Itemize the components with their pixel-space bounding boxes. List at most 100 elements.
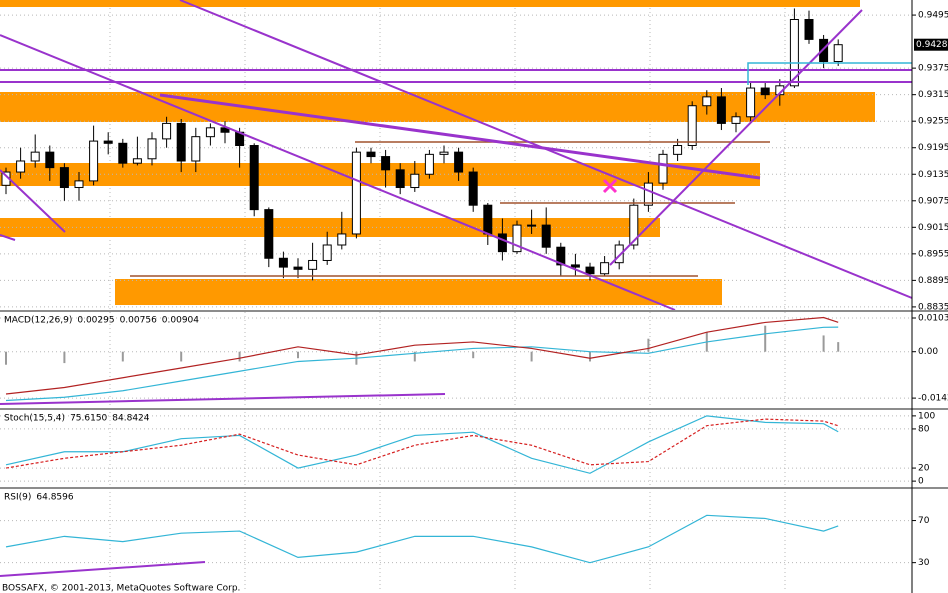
candle-body <box>541 224 551 248</box>
zone <box>115 279 722 305</box>
indicator-readout: 0.00904 <box>162 316 199 326</box>
candle-body <box>760 87 770 96</box>
last-price-box <box>914 38 948 51</box>
separator <box>0 487 948 489</box>
drawings <box>0 0 913 577</box>
marker <box>602 178 618 194</box>
support-zones <box>0 0 875 305</box>
candle-body <box>614 244 624 264</box>
candle-body <box>716 96 726 124</box>
indicator-line <box>5 514 839 564</box>
y-tick-label: 0.8835 <box>918 302 948 312</box>
candle-body <box>497 233 507 253</box>
y-tick-label: 0.9195 <box>918 143 948 153</box>
indicator-name: MACD(12,26,9) <box>4 316 72 326</box>
last-price-label: 0.9428 <box>916 40 948 50</box>
y-tick-label: 20 <box>918 464 930 474</box>
candle-body <box>293 266 303 270</box>
indicator-readout: 0.00295 <box>77 316 114 326</box>
indicator-line <box>5 326 839 402</box>
indicator-name: Stoch(15,5,4) <box>4 414 65 424</box>
candle-body <box>439 151 449 155</box>
trend-line <box>0 34 676 311</box>
y-tick-label: 0.00 <box>918 347 938 357</box>
candle-body <box>600 262 610 275</box>
candle-body <box>731 116 741 124</box>
candle-body <box>264 209 274 259</box>
indicator-readout: 0.00756 <box>120 316 157 326</box>
candle-body <box>789 18 799 87</box>
candle-body <box>629 204 639 246</box>
candle-body <box>570 264 580 268</box>
candle-body <box>351 151 361 235</box>
candle-body <box>103 140 113 144</box>
candle-body <box>468 171 478 206</box>
candle-body <box>381 156 391 171</box>
y-tick-label: 0 <box>918 477 924 487</box>
y-tick-label: 0.9075 <box>918 196 948 206</box>
candle-body <box>337 233 347 246</box>
candle-body <box>132 158 142 164</box>
candle-body <box>278 257 288 268</box>
candle-body <box>147 138 157 160</box>
candle-body <box>45 151 55 169</box>
y-tick-label: 100 <box>918 411 935 421</box>
cyan-line <box>747 62 912 85</box>
footer: BOSSAFX, © 2001-2013, MetaQuotes Softwar… <box>2 584 240 593</box>
candle-body <box>673 145 683 155</box>
rsi-trend-line <box>0 561 206 577</box>
candle-body <box>176 122 186 162</box>
zone <box>0 0 860 7</box>
trend-line <box>609 9 863 266</box>
y-tick-label: 0.9315 <box>918 90 948 100</box>
candle-body <box>118 142 128 164</box>
candle-body <box>746 87 756 118</box>
indicator-line <box>5 418 839 469</box>
candle-body <box>59 167 69 189</box>
trend-line <box>0 234 16 241</box>
candle-body <box>585 266 595 275</box>
y-tick-label: 0.8895 <box>918 276 948 286</box>
candle-body <box>687 105 697 147</box>
candle-body <box>454 151 464 173</box>
y-tick-label: -0.01426 <box>918 394 948 404</box>
chart-layer <box>0 8 912 564</box>
candle-body <box>162 122 172 140</box>
indicator-name: RSI(9) <box>4 493 31 503</box>
macd-trend-line <box>0 393 446 405</box>
y-tick-label: 30 <box>918 558 930 568</box>
candle-body <box>819 38 829 63</box>
candle-body <box>702 96 712 107</box>
candle-body <box>205 127 215 138</box>
candle-body <box>89 140 99 182</box>
indicator-readout: 84.8424 <box>112 414 149 424</box>
separator <box>0 310 948 312</box>
y-tick-label: 0.9015 <box>918 223 948 233</box>
zone <box>0 218 660 237</box>
candle-body <box>833 44 843 63</box>
candle-body <box>191 136 201 162</box>
trend-line <box>0 169 66 233</box>
y-tick-label: 0.8955 <box>918 249 948 259</box>
candle-body <box>424 153 434 175</box>
candle-body <box>804 18 814 40</box>
candle-body <box>395 169 405 189</box>
candle-body <box>410 173 420 189</box>
candle-body <box>643 182 653 206</box>
candle-body <box>366 151 376 158</box>
indicator-readout: 64.8596 <box>36 493 73 503</box>
candle-body <box>512 224 522 253</box>
candle-body <box>249 145 259 211</box>
indicator-line <box>5 316 839 395</box>
candle-body <box>308 259 318 270</box>
label-layer: 0.8835 0.8895 0.8955 0.9015 0.9075 0.9135 0.91… <box>4 11 948 568</box>
candle-body <box>30 151 40 162</box>
zone <box>0 92 875 122</box>
candle-body <box>483 204 493 235</box>
candle-body <box>220 127 230 133</box>
indicator-line <box>5 415 839 474</box>
y-tick-label: 0.01036 <box>918 313 948 323</box>
candle-body <box>658 153 668 184</box>
y-tick-label: 0.9495 <box>918 11 948 21</box>
